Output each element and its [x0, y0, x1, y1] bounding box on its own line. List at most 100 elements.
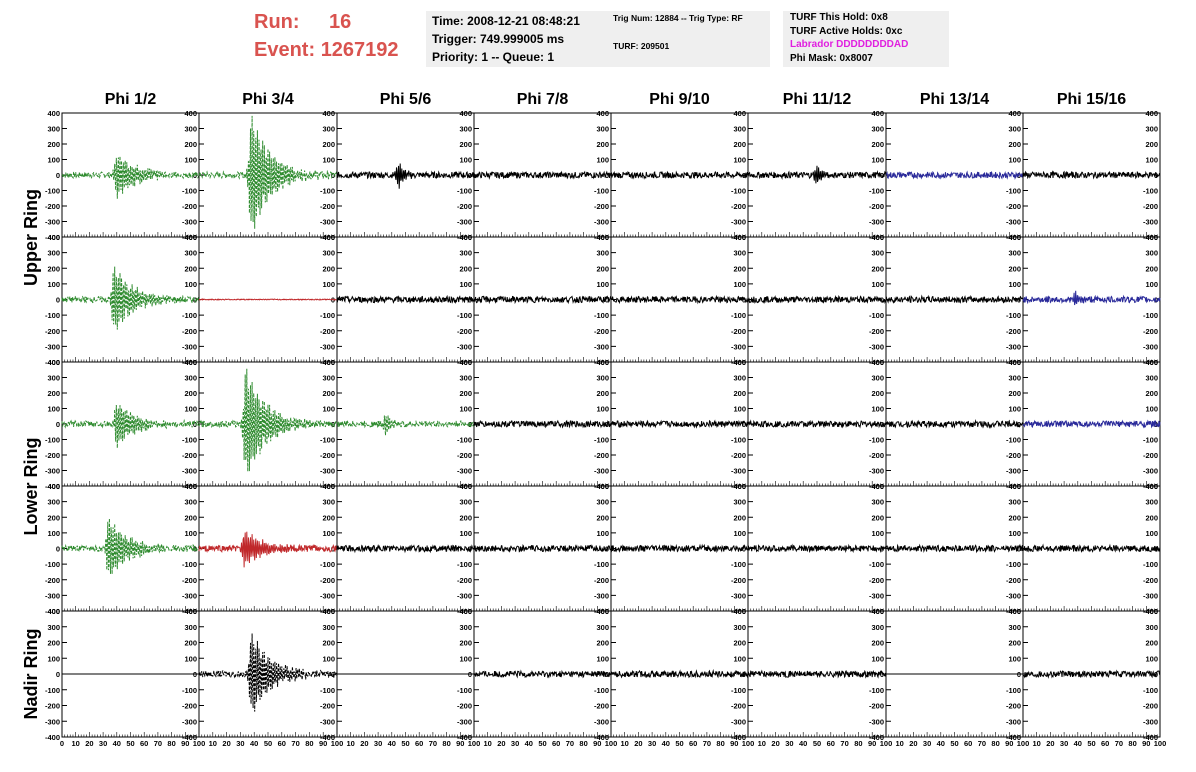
- y-tick-label-inner: -300: [1006, 717, 1021, 726]
- y-tick-label-inner: 200: [459, 264, 472, 273]
- y-tick-label-inner: -100: [594, 187, 609, 196]
- y-tick-label-inner: -100: [1006, 436, 1021, 445]
- x-tick-label: 60: [415, 739, 423, 748]
- turf-hold-text: TURF This Hold: 0x8: [790, 12, 888, 23]
- y-tick-label-inner: 200: [1145, 264, 1158, 273]
- y-tick-label-inner: 200: [184, 264, 197, 273]
- y-tick-label-inner: -200: [182, 202, 197, 211]
- y-tick-label-inner: 200: [1008, 389, 1021, 398]
- y-tick-label-inner: 200: [1008, 639, 1021, 648]
- y-tick-label-inner: -200: [1006, 576, 1021, 585]
- x-tick-label: 10: [72, 739, 80, 748]
- y-tick-label-inner: 100: [322, 156, 335, 165]
- y-tick-label-inner: 300: [1145, 498, 1158, 507]
- column-header-6: Phi 11/12: [783, 91, 852, 108]
- x-tick-label: 50: [813, 739, 821, 748]
- waveform-trace: [747, 543, 887, 554]
- y-tick-label-inner: 100: [322, 654, 335, 663]
- y-tick-label-inner: -100: [869, 560, 884, 569]
- y-tick-label-inner: 300: [459, 125, 472, 134]
- x-tick-label: 40: [388, 739, 396, 748]
- waveform-trace: [747, 295, 887, 305]
- x-tick-label: 30: [236, 739, 244, 748]
- y-tick-label-inner: -100: [457, 560, 472, 569]
- y-tick-label-inner: 100: [1145, 280, 1158, 289]
- y-tick-label: 0: [56, 171, 60, 180]
- y-tick-label-inner: 300: [596, 623, 609, 632]
- waveform-trace: [61, 518, 200, 575]
- y-tick-label-inner: -100: [731, 311, 746, 320]
- y-tick-label-inner: 100: [733, 156, 746, 165]
- y-tick-label-inner: 300: [871, 374, 884, 383]
- y-tick-label-inner: 300: [871, 498, 884, 507]
- y-tick-label: -300: [45, 467, 60, 476]
- y-tick-label-inner: -100: [1006, 560, 1021, 569]
- y-tick-label-inner: 400: [1008, 607, 1021, 616]
- y-tick-label-inner: -100: [457, 686, 472, 695]
- y-tick-label: 400: [47, 233, 60, 242]
- x-tick-label: 70: [291, 739, 299, 748]
- y-tick-label-inner: 200: [1008, 513, 1021, 522]
- x-tick-label: 60: [278, 739, 286, 748]
- y-tick-label-inner: -300: [594, 342, 609, 351]
- x-tick-label: 100: [1154, 739, 1167, 748]
- priority-text: Priority: 1 -- Queue: 1: [432, 50, 555, 64]
- y-tick-label-inner: 0: [331, 545, 335, 554]
- y-tick-label-inner: 100: [596, 529, 609, 538]
- x-tick-label: 20: [85, 739, 93, 748]
- y-tick-label: -200: [45, 702, 60, 711]
- y-tick-label-inner: 300: [459, 623, 472, 632]
- y-tick-label-inner: 400: [596, 233, 609, 242]
- x-tick-label: 10: [896, 739, 904, 748]
- y-tick-label-inner: -200: [457, 451, 472, 460]
- y-tick-label-inner: -200: [1143, 202, 1158, 211]
- x-tick-label: 60: [964, 739, 972, 748]
- y-tick-label-inner: -200: [320, 451, 335, 460]
- y-tick-label-inner: 400: [184, 482, 197, 491]
- x-tick-label: 30: [374, 739, 382, 748]
- y-tick-label-inner: 300: [1008, 623, 1021, 632]
- y-tick-label-inner: -200: [1143, 327, 1158, 336]
- waveform-trace: [610, 419, 749, 429]
- y-tick-label-inner: 400: [322, 358, 335, 367]
- x-tick-label: 70: [840, 739, 848, 748]
- x-tick-label: 40: [937, 739, 945, 748]
- y-tick-label-inner: -300: [320, 342, 335, 351]
- row-label-2: Lower Ring: [21, 438, 41, 536]
- y-tick-label-inner: -100: [594, 686, 609, 695]
- y-tick-label: -100: [45, 436, 60, 445]
- waveform-trace: [336, 294, 475, 305]
- y-tick-label-inner: 200: [1145, 140, 1158, 149]
- y-tick-label-inner: 200: [1145, 639, 1158, 648]
- y-tick-label-inner: 200: [733, 639, 746, 648]
- y-tick-label-inner: -200: [182, 702, 197, 711]
- y-tick-label-inner: 400: [871, 358, 884, 367]
- y-tick-label-inner: 100: [459, 156, 472, 165]
- x-tick-label: 90: [1005, 739, 1013, 748]
- x-tick-label: 100: [468, 739, 481, 748]
- y-tick-label-inner: -100: [594, 560, 609, 569]
- y-tick-label-inner: 0: [880, 171, 884, 180]
- y-tick-label-inner: -100: [1143, 560, 1158, 569]
- x-tick-label: 20: [497, 739, 505, 748]
- y-tick-label-inner: 100: [596, 405, 609, 414]
- y-tick-label: 0: [56, 670, 60, 679]
- y-tick-label: 300: [47, 249, 60, 258]
- x-tick-label: 80: [167, 739, 175, 748]
- x-tick-label: 90: [181, 739, 189, 748]
- y-tick-label: -100: [45, 187, 60, 196]
- y-tick-label-inner: 200: [1008, 264, 1021, 273]
- y-tick-label-inner: 300: [322, 374, 335, 383]
- x-tick-label: 100: [742, 739, 755, 748]
- y-tick-label-inner: 200: [459, 389, 472, 398]
- y-tick-label-inner: -100: [182, 686, 197, 695]
- y-tick-label-inner: 200: [322, 513, 335, 522]
- x-tick-label: 30: [99, 739, 107, 748]
- y-tick-label-inner: -200: [731, 202, 746, 211]
- y-tick-label-inner: -200: [182, 451, 197, 460]
- y-tick-label-inner: 200: [184, 389, 197, 398]
- y-tick-label-inner: -300: [594, 717, 609, 726]
- y-tick-label-inner: 400: [1008, 109, 1021, 118]
- y-tick-label-inner: -200: [320, 576, 335, 585]
- y-tick-label-inner: -400: [731, 733, 746, 742]
